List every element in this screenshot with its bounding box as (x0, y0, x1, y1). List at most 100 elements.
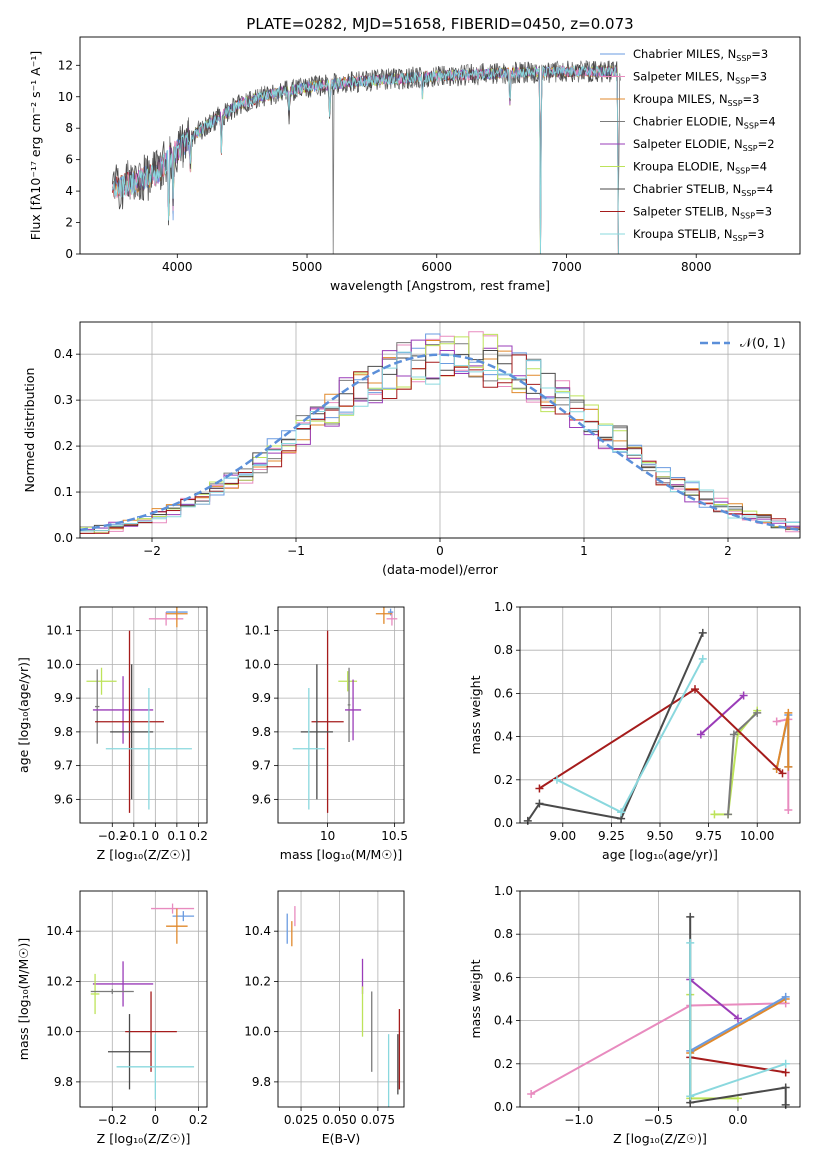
x-tick-label: 0 (152, 829, 160, 843)
spectrum-chabrier_stelib (112, 60, 619, 254)
y-tick-label: 9.8 (54, 1075, 73, 1089)
y-tick-label: 2 (65, 216, 73, 230)
hist-kroupa_elodie (80, 333, 800, 534)
weight-lines (523, 628, 793, 825)
x-tick-label: −0.2 (98, 829, 127, 843)
weight-marker (686, 938, 695, 947)
spectrum-salpeter_stelib (112, 64, 619, 254)
x-tick-label: 9.50 (647, 829, 674, 843)
grid (520, 890, 800, 1108)
y-tick-label: 9.6 (252, 792, 271, 806)
weight-marker (781, 1068, 790, 1077)
errorbar-salpeter_miles (151, 903, 195, 914)
y-tick-label: 0.0 (494, 816, 513, 830)
x-tick-label: −1.0 (564, 1113, 593, 1127)
spectrum-chabrier_elodie (125, 60, 621, 254)
weight-series-salpeter_stelib (535, 685, 787, 793)
legend-label-kroupa_elodie: Kroupa ELODIE, NSSP=4 (633, 160, 767, 176)
axes-frame (79, 890, 208, 1108)
x-tick-label: −1 (287, 544, 305, 558)
y-axis-label: mass [log₁₀(M/M☉)] (16, 938, 31, 1060)
weight-marker (535, 799, 544, 808)
spectrum-legend: Chabrier MILES, NSSP=3 Salpeter MILES, NS… (600, 47, 776, 243)
spectrum-kroupa_miles (112, 65, 619, 254)
y-tick-label: 1.0 (494, 884, 513, 898)
y-tick-label: 4 (65, 184, 73, 198)
spectrum-lines (112, 60, 621, 254)
y-tick-label: 0.0 (54, 531, 73, 545)
x-axis-label: mass [log₁₀(M/M☉)] (280, 847, 402, 862)
x-tick-label: 1 (580, 544, 588, 558)
x-tick-label: −2 (143, 544, 161, 558)
weight-line (689, 995, 787, 1052)
errorbar-salpeter_elodie (345, 679, 362, 741)
errorbar-chabrier_miles (172, 911, 195, 922)
weight-marker (781, 1100, 790, 1109)
y-tick-label: 0.6 (494, 970, 513, 984)
errorbar-kroupa_stelib (105, 688, 192, 810)
x-axis-label: E(B-V) (322, 1131, 361, 1146)
weight-marker (696, 730, 705, 739)
weight-marker (617, 808, 626, 817)
errorbar-chabrier_elodie (95, 669, 100, 744)
errorbars (90, 903, 195, 1100)
weight-series-kroupa_elodie (686, 990, 742, 1103)
y-axis-label: Flux [fλ10⁻¹⁷ erg cm⁻² s⁻¹ A⁻¹] (28, 51, 43, 240)
panel-mass-vs-ebv: 0.025 0.050 0.075 9.8 10.0 10.2 10.4 E(B-V) (244, 890, 405, 1146)
legend-label-gaussian: 𝒩(0, 1) (740, 335, 786, 350)
y-axis-label: mass weight (468, 959, 483, 1038)
x-tick-label: 0.050 (322, 1113, 356, 1127)
legend-label-salpeter_stelib: Salpeter STELIB, NSSP=3 (633, 205, 772, 221)
x-axis-label: Z [log₁₀(Z/Z☉)] (97, 847, 191, 862)
errorbars (286, 906, 401, 1107)
weight-marker (781, 1083, 790, 1092)
y-tick-label: 9.8 (252, 1075, 271, 1089)
weight-marker (739, 691, 748, 700)
axes-frame (79, 321, 801, 539)
x-tick-label: 4000 (162, 260, 193, 274)
gaussian-curve (80, 353, 800, 532)
y-tick-label: 0.2 (494, 773, 513, 787)
x-tick-label: 8000 (681, 260, 712, 274)
grid (278, 607, 404, 823)
weight-lines (527, 912, 790, 1109)
legend-label-salpeter_miles: Salpeter MILES, NSSP=3 (633, 70, 767, 86)
panel-residuals: −2 −1 0 1 2 0.0 0.1 0.2 0.3 0.4 (data-model)/error… (22, 321, 801, 577)
weight-marker (781, 1059, 790, 1068)
weight-marker (698, 654, 707, 663)
y-tick-label: 0.8 (494, 643, 513, 657)
weight-series-salpeter_miles (772, 715, 793, 815)
figure-title: PLATE=0282, MJD=51658, FIBERID=0450, z=0… (246, 15, 633, 33)
y-tick-label: 10.0 (244, 1025, 271, 1039)
y-tick-label: 6 (65, 153, 73, 167)
x-tick-label: −0.1 (119, 829, 148, 843)
axes-frame (519, 606, 801, 824)
legend-label-kroupa_miles: Kroupa MILES, NSSP=3 (633, 92, 759, 108)
axes-frame (277, 890, 405, 1108)
x-tick-label: 0.1 (167, 829, 186, 843)
spectrum-kroupa_stelib (112, 64, 619, 254)
weight-marker (523, 816, 532, 825)
weight-marker (781, 992, 790, 1001)
weight-marker (698, 628, 707, 637)
errorbars (86, 607, 192, 813)
x-tick-label: 10.5 (381, 829, 408, 843)
weight-line (714, 710, 758, 816)
errorbar-salpeter_stelib (125, 991, 177, 1072)
weight-marker (552, 775, 561, 784)
weight-marker (784, 708, 793, 717)
x-tick-label: 9.00 (549, 829, 576, 843)
errorbar-kroupa_elodie (90, 973, 100, 1015)
y-tick-label: 8 (65, 121, 73, 135)
x-tick-label: 0.2 (189, 1113, 208, 1127)
errorbar-kroupa_miles (166, 908, 188, 944)
x-tick-label: 0.2 (189, 829, 208, 843)
histograms (80, 331, 800, 534)
spectrum-salpeter_miles (112, 65, 619, 254)
grid (80, 607, 207, 823)
y-tick-label: 9.9 (54, 691, 73, 705)
grid (80, 891, 207, 1107)
axes-frame (79, 36, 801, 255)
grid (520, 606, 800, 824)
